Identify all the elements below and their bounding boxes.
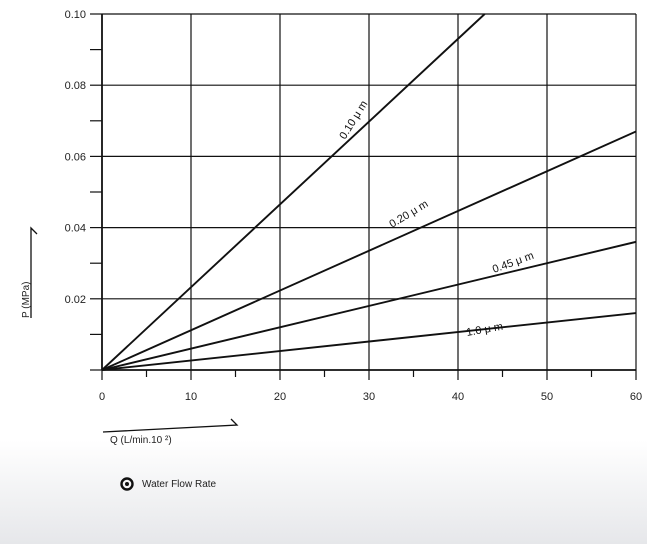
x-tick-label: 40 [452, 391, 464, 403]
x-tick-label: 20 [274, 391, 286, 403]
y-tick-label: 0.10 [65, 9, 86, 21]
y-axis-title: P (MPa) [21, 226, 38, 319]
y-axis-label: P (MPa) [21, 282, 32, 319]
y-tick-labels: 0.02 0.04 0.06 0.08 0.10 [65, 9, 86, 306]
series-line [101, 13, 486, 371]
water-drop-icon [120, 477, 134, 491]
series-label: 1.0 μ m [465, 321, 503, 339]
y-tick-label: 0.06 [65, 151, 86, 163]
x-axis-title: Q (L/min.10 ²) [102, 418, 239, 446]
x-tick-label: 60 [630, 391, 642, 403]
series-line [101, 240, 637, 371]
series-labels: 0.10 μ m0.20 μ m0.45 μ m1.0 μ m [337, 99, 535, 339]
x-axis-arrow [102, 418, 239, 433]
axes [90, 13, 637, 380]
y-tick-label: 0.02 [65, 294, 86, 306]
x-tick-label: 30 [363, 391, 375, 403]
legend-label: Water Flow Rate [142, 478, 217, 490]
x-tick-label: 50 [541, 391, 553, 403]
y-tick-label: 0.08 [65, 80, 86, 92]
series-lines [101, 13, 637, 371]
x-tick-labels: 0 10 20 30 40 50 60 [99, 391, 642, 403]
x-tick-label: 0 [99, 391, 105, 403]
y-axis-arrow [30, 226, 38, 318]
x-axis-label: Q (L/min.10 ²) [110, 435, 172, 446]
series-line [101, 312, 637, 371]
y-tick-label: 0.04 [65, 223, 86, 235]
series-line [101, 130, 637, 371]
x-tick-label: 10 [185, 391, 197, 403]
grid [102, 13, 637, 370]
legend: Water Flow Rate [120, 477, 216, 491]
